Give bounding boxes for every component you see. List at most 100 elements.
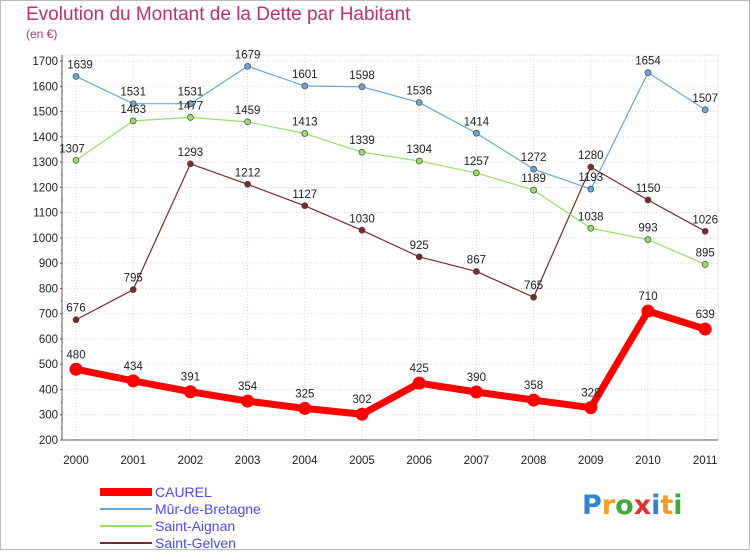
- x-tick-label: 2009: [578, 455, 604, 467]
- y-tick-label: 1100: [33, 208, 58, 220]
- data-label: 1601: [292, 69, 318, 81]
- data-label: 434: [124, 361, 144, 373]
- logo-letter: x: [633, 490, 652, 521]
- chart-title: Evolution du Montant de la Dette par Hab…: [26, 4, 411, 25]
- legend-swatch: [100, 542, 152, 544]
- axes: 200 300 400 500 600 700 800 900 1000 1100 1200 1300…: [32, 55, 718, 467]
- grid: [61, 54, 719, 441]
- data-point: [244, 62, 251, 70]
- data-point: [701, 227, 709, 235]
- data-point: [641, 304, 655, 318]
- data-label: 895: [696, 247, 715, 259]
- data-label: 1304: [406, 144, 432, 156]
- data-point: [129, 100, 137, 108]
- data-label: 425: [410, 363, 429, 375]
- data-point: [415, 99, 423, 106]
- data-label: 1193: [578, 172, 603, 184]
- data-label: 1026: [692, 214, 718, 226]
- data-point: [187, 113, 194, 121]
- data-point: [530, 186, 537, 194]
- x-tick-label: 2005: [349, 455, 375, 467]
- data-point: [473, 129, 480, 137]
- data-point: [129, 117, 137, 125]
- data-label: 358: [524, 380, 543, 392]
- x-tick-label: 2002: [178, 455, 204, 467]
- y-tick-label: 200: [39, 435, 58, 447]
- x-tick-label: 2001: [120, 455, 146, 467]
- logo-letter: i: [651, 490, 661, 521]
- data-point: [698, 322, 712, 336]
- legend-swatch: [100, 508, 152, 510]
- data-point: [530, 165, 537, 173]
- data-point: [701, 261, 709, 268]
- series-line-m-r-de-bretagne: [75, 65, 706, 190]
- y-tick-label: 400: [39, 384, 58, 396]
- data-point: [587, 185, 595, 193]
- data-point: [355, 407, 369, 421]
- y-tick-label: 800: [39, 283, 58, 295]
- data-label: 390: [467, 372, 486, 384]
- data-label: 1413: [292, 117, 318, 129]
- legend-label: CAUREL: [155, 484, 212, 500]
- data-point: [183, 385, 197, 399]
- data-point: [644, 236, 652, 243]
- data-point: [187, 100, 194, 108]
- data-point: [530, 293, 537, 301]
- data-point: [358, 148, 366, 156]
- data-label: 1339: [349, 135, 375, 147]
- data-point: [412, 376, 426, 390]
- data-label: 1477: [178, 100, 204, 112]
- data-point: [473, 169, 480, 177]
- data-label: 1212: [235, 167, 261, 179]
- y-tick-label: 1700: [32, 56, 58, 68]
- logo-letter: t: [660, 490, 674, 521]
- y-tick-label: 700: [39, 309, 58, 321]
- data-point: [584, 401, 598, 415]
- data-point: [473, 268, 480, 275]
- y-tick-label: 1600: [32, 81, 58, 93]
- logo-letter: i: [673, 490, 683, 521]
- data-point: [72, 73, 80, 80]
- data-label: 1127: [292, 189, 317, 201]
- data-point: [358, 226, 366, 234]
- data-label: 1257: [464, 156, 490, 168]
- data-label: 328: [581, 388, 600, 400]
- data-point: [301, 202, 309, 210]
- data-label: 710: [638, 291, 657, 303]
- logo-letter: o: [615, 490, 634, 521]
- y-tick-label: 600: [39, 334, 58, 346]
- data-label: 391: [181, 372, 200, 384]
- data-label: 993: [638, 223, 657, 235]
- logo-letter: r: [601, 490, 616, 521]
- data-label: 1307: [59, 143, 85, 155]
- data-label: 1463: [120, 104, 146, 116]
- data-label: 925: [410, 240, 429, 252]
- plot-area: [61, 54, 719, 441]
- legend-label: Saint-Gelven: [155, 535, 236, 551]
- data-point: [587, 163, 595, 171]
- data-point: [587, 224, 595, 232]
- y-tick-label: 300: [39, 410, 58, 422]
- legend-label: Saint-Aignan: [155, 518, 236, 534]
- x-tick-label: 2011: [693, 455, 718, 467]
- data-point: [72, 156, 80, 164]
- data-label: 639: [696, 309, 715, 321]
- data-point: [241, 394, 255, 408]
- data-label: 1531: [178, 87, 204, 99]
- data-point: [469, 385, 483, 399]
- x-tick-label: 2007: [464, 455, 490, 467]
- x-tick-label: 2010: [635, 455, 661, 467]
- data-point: [244, 180, 251, 188]
- data-label: 1536: [406, 85, 432, 97]
- data-point: [415, 157, 423, 165]
- data-label: 1150: [636, 183, 661, 195]
- series-line-caurel: [72, 307, 709, 418]
- data-label: 1654: [635, 56, 661, 68]
- data-label: 1598: [349, 70, 375, 82]
- legend-label: Mûr-de-Bretagne: [155, 501, 261, 517]
- data-label: 1293: [178, 147, 204, 159]
- data-label: 795: [124, 273, 143, 285]
- x-tick-label: 2008: [521, 455, 547, 467]
- logo-letter: P: [582, 490, 602, 521]
